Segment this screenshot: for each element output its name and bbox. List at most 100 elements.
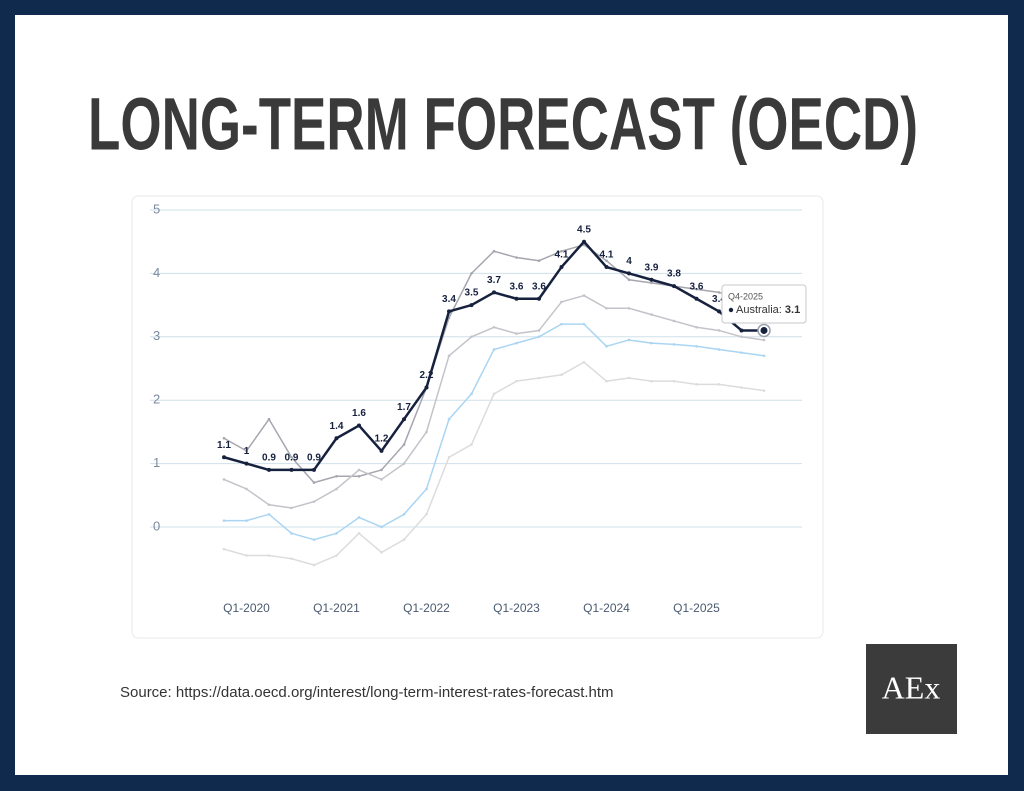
point (470, 335, 473, 339)
point (470, 272, 473, 275)
point (537, 296, 541, 301)
point (290, 557, 293, 560)
tooltip-swatch (728, 307, 734, 313)
point (357, 474, 361, 478)
tooltip-label: Australia: 3.1 (736, 304, 800, 316)
tooltip-value: 3.1 (785, 304, 800, 316)
point (672, 284, 676, 289)
point (357, 516, 361, 519)
y-tick-label: 0 (153, 518, 160, 533)
point (760, 326, 768, 334)
point (244, 461, 249, 466)
point (470, 392, 473, 396)
point (582, 239, 586, 244)
point (245, 487, 248, 491)
point (492, 290, 496, 295)
point (222, 436, 226, 440)
y-tick-label: 4 (153, 265, 160, 280)
point (604, 265, 609, 270)
point (560, 322, 563, 326)
point (650, 281, 653, 285)
chart-card (131, 195, 824, 639)
data-label: 0.9 (285, 453, 299, 464)
point (762, 354, 766, 358)
data-label: 3.8 (667, 269, 681, 280)
point (312, 500, 316, 503)
tooltip-series: Australia: (736, 304, 782, 316)
point (335, 532, 338, 535)
data-label: 3.9 (645, 262, 659, 273)
point (267, 513, 271, 516)
data-label: 4 (626, 256, 632, 267)
point (515, 332, 518, 335)
x-tick-label: Q1-2024 (583, 601, 630, 615)
tooltip-category: Q4-2025 (728, 291, 763, 301)
point (290, 532, 293, 535)
point (380, 525, 383, 529)
point (334, 436, 339, 441)
point (627, 271, 631, 276)
point (245, 449, 248, 453)
data-label: 1.7 (397, 402, 411, 413)
data-label: 4.1 (555, 250, 569, 261)
logo-box (866, 644, 957, 734)
data-label: 4.1 (600, 250, 614, 261)
point (717, 348, 721, 351)
point (537, 376, 541, 380)
point (582, 322, 586, 326)
point (740, 351, 743, 354)
point (425, 487, 428, 491)
point (582, 360, 586, 364)
y-tick-label: 1 (153, 455, 160, 470)
point (740, 335, 743, 339)
y-tick-label: 2 (153, 392, 160, 407)
x-tick-label: Q1-2023 (493, 601, 540, 615)
point (605, 379, 608, 383)
point (290, 455, 293, 459)
point (222, 547, 226, 551)
plot: 0 1 2 3 4 5 Q1-2020 Q1-2021 Q1-2022 Q1-2023 Q1-202… (150, 201, 802, 615)
point (380, 551, 383, 554)
point (380, 478, 383, 481)
point (447, 417, 451, 421)
point (762, 338, 766, 342)
point (559, 265, 564, 270)
point (717, 309, 721, 314)
logo: AEx (882, 669, 941, 705)
point (267, 554, 271, 557)
point (222, 478, 226, 481)
point (694, 296, 699, 301)
x-tick-label: Q1-2025 (673, 601, 720, 615)
y-tick-label: 3 (153, 328, 160, 343)
point (357, 468, 361, 472)
point (312, 481, 316, 484)
point (627, 278, 631, 282)
y-tick-label: 5 (153, 201, 160, 216)
data-label: 0.9 (262, 453, 276, 464)
data-label: 3.6 (510, 281, 524, 292)
x-tick-label: Q1-2020 (223, 601, 270, 615)
point (492, 249, 496, 253)
data-label: 2.2 (420, 370, 434, 381)
point (649, 277, 654, 282)
point (560, 300, 563, 304)
point (312, 467, 316, 472)
point (222, 519, 226, 522)
point (717, 383, 721, 386)
data-label: 3.7 (487, 275, 501, 286)
point (447, 455, 451, 459)
point (695, 325, 698, 329)
point (357, 423, 361, 428)
point (245, 554, 248, 557)
point (312, 563, 316, 567)
point (740, 386, 743, 389)
point (762, 389, 766, 392)
point (492, 392, 496, 396)
point (560, 373, 563, 377)
point (402, 538, 406, 541)
data-label: 3.6 (532, 281, 546, 292)
data-label: 3.5 (465, 288, 479, 299)
point (447, 309, 451, 314)
point (515, 341, 518, 345)
